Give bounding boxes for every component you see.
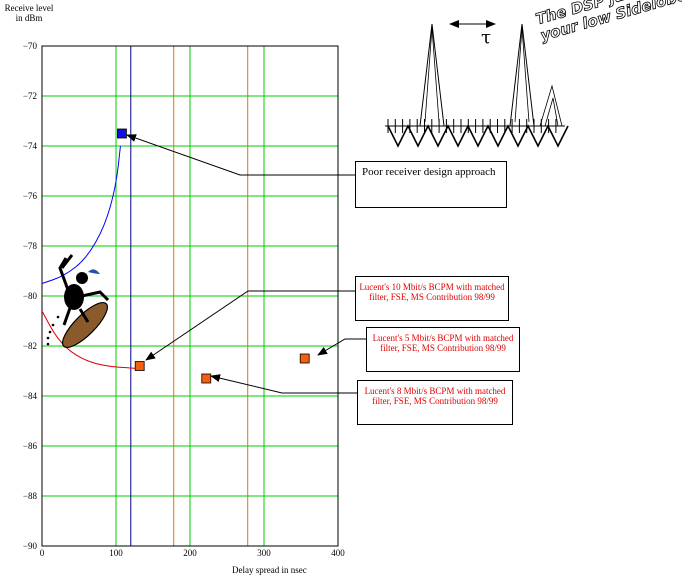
spray-dot [48, 330, 52, 334]
inset-pulse-inner-1 [514, 27, 530, 123]
x-axis-label: Delay spread in nsec [232, 565, 307, 575]
callout-poor-receiver: Poor receiver design approach [355, 161, 507, 208]
tau-symbol: τ [481, 27, 491, 48]
y-tick-label: −86 [23, 441, 38, 451]
inset-sidelobes [387, 124, 569, 148]
x-tick-label: 100 [109, 548, 123, 558]
callout-lucent-8: Lucent's 8 Mbit/s BCPM with matched filt… [357, 380, 513, 425]
arrow-poor-receiver [126, 134, 355, 176]
surfer-legs [62, 307, 90, 326]
callout-lucent-10: Lucent's 10 Mbit/s BCPM with matched fil… [355, 276, 509, 321]
series-curve-0 [41, 145, 121, 284]
data-point-3 [299, 353, 310, 364]
y-tick-label: −74 [23, 141, 38, 151]
surfer-cap [88, 269, 100, 274]
x-tick-label: 300 [257, 548, 271, 558]
inset-pulse-1 [509, 23, 535, 127]
x-tick-label: 200 [183, 548, 197, 558]
data-point-2 [201, 373, 212, 384]
inset-echo-pulse [539, 84, 563, 127]
y-tick-label: −76 [23, 191, 38, 201]
y-tick-label: −82 [23, 341, 37, 351]
surfer-arm-out [81, 290, 110, 302]
surfer-illustration [46, 254, 110, 348]
spray-dot [46, 336, 50, 340]
surfer-body [64, 284, 84, 310]
spray-dot [51, 323, 55, 327]
y-tick-label: −88 [23, 491, 38, 501]
spray-dot [56, 315, 60, 319]
arrow-lucent-10 [145, 290, 360, 361]
plot-frame [41, 45, 339, 547]
arrow-lucent-8 [210, 374, 360, 394]
y-tick-label: −70 [23, 41, 38, 51]
x-tick-label: 0 [40, 548, 45, 558]
pulse-inset: τ [385, 20, 569, 148]
inset-pulse-0 [419, 23, 445, 127]
callout-lucent-5: Lucent's 5 Mbit/s BCPM with matched filt… [366, 327, 520, 372]
y-tick-label: −78 [23, 241, 38, 251]
arrow-lucent-5 [317, 338, 370, 356]
y-tick-label: −90 [23, 541, 38, 551]
y-axis-label: Receive level in dBm [4, 3, 54, 23]
surfboard [62, 302, 108, 348]
y-tick-label: −72 [23, 91, 37, 101]
spray-dot [46, 342, 50, 346]
data-point-0 [117, 128, 127, 139]
y-tick-label: −84 [23, 391, 38, 401]
y-tick-label: −80 [23, 291, 38, 301]
x-tick-label: 400 [331, 548, 345, 558]
surfer-arm-up [58, 254, 74, 291]
data-point-1 [134, 361, 145, 371]
surfer-head [76, 272, 88, 284]
inset-pulse-inner-0 [424, 27, 440, 123]
